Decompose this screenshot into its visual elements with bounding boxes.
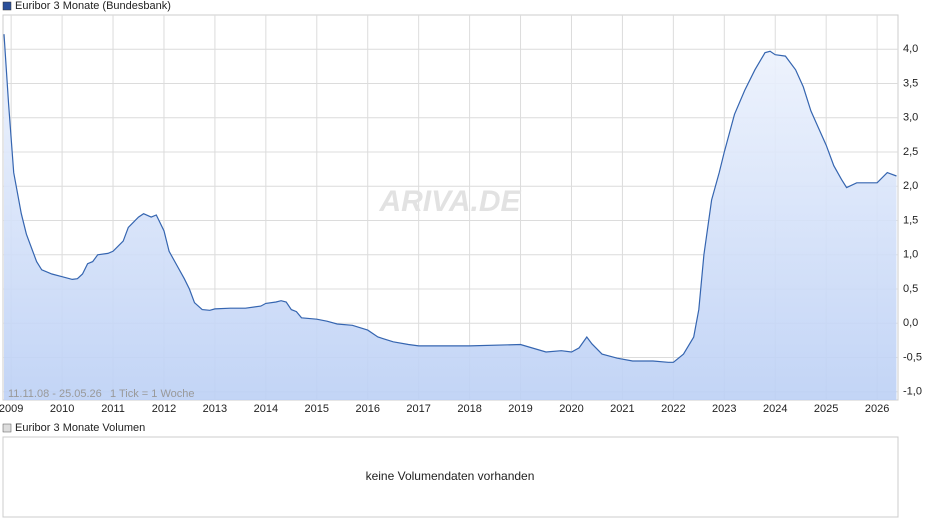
x-tick-label: 2010 xyxy=(50,403,74,415)
x-tick-label: 2026 xyxy=(865,403,889,415)
volume-title: Euribor 3 Monate Volumen xyxy=(15,422,145,434)
x-tick-label: 2018 xyxy=(457,403,481,415)
x-tick-label: 2017 xyxy=(406,403,430,415)
x-tick-label: 2011 xyxy=(101,403,125,415)
x-tick-label: 2024 xyxy=(763,403,787,415)
volume-panel xyxy=(2,436,899,518)
y-tick-label: -1,0 xyxy=(903,386,922,398)
x-tick-label: 2016 xyxy=(355,403,379,415)
y-tick-label: 0,0 xyxy=(903,317,918,329)
x-tick-label: 2025 xyxy=(814,403,838,415)
date-range: 11.11.08 - 25.05.26 xyxy=(8,388,102,400)
x-tick-label: 2021 xyxy=(610,403,634,415)
volume-message: keine Volumendaten vorhanden xyxy=(366,469,535,483)
x-tick-label: 2015 xyxy=(305,403,329,415)
x-tick-label: 2009 xyxy=(0,403,23,415)
y-tick-label: 4,0 xyxy=(903,43,918,55)
y-tick-label: 2,5 xyxy=(903,146,918,158)
legend-label: Euribor 3 Monate (Bundesbank) xyxy=(15,0,171,12)
y-tick-label: 2,0 xyxy=(903,180,918,192)
y-tick-label: 3,0 xyxy=(903,112,918,124)
y-tick-label: 3,5 xyxy=(903,77,918,89)
legend-swatch xyxy=(2,1,12,11)
x-tick-label: 2014 xyxy=(254,403,278,415)
x-tick-label: 2019 xyxy=(508,403,532,415)
x-tick-label: 2023 xyxy=(712,403,736,415)
line xyxy=(3,34,897,363)
y-tick-label: 1,5 xyxy=(903,214,918,226)
tick-info: 1 Tick = 1 Woche xyxy=(110,388,194,400)
legend-swatch xyxy=(2,423,12,433)
x-tick-label: 2020 xyxy=(559,403,583,415)
x-tick-label: 2022 xyxy=(661,403,685,415)
x-tick-label: 2013 xyxy=(203,403,227,415)
watermark: ARIVA.DE xyxy=(378,185,521,218)
y-tick-label: 0,5 xyxy=(903,283,918,295)
x-tick-label: 2012 xyxy=(152,403,176,415)
y-tick-label: 1,0 xyxy=(903,249,918,261)
y-tick-label: -0,5 xyxy=(903,351,922,363)
